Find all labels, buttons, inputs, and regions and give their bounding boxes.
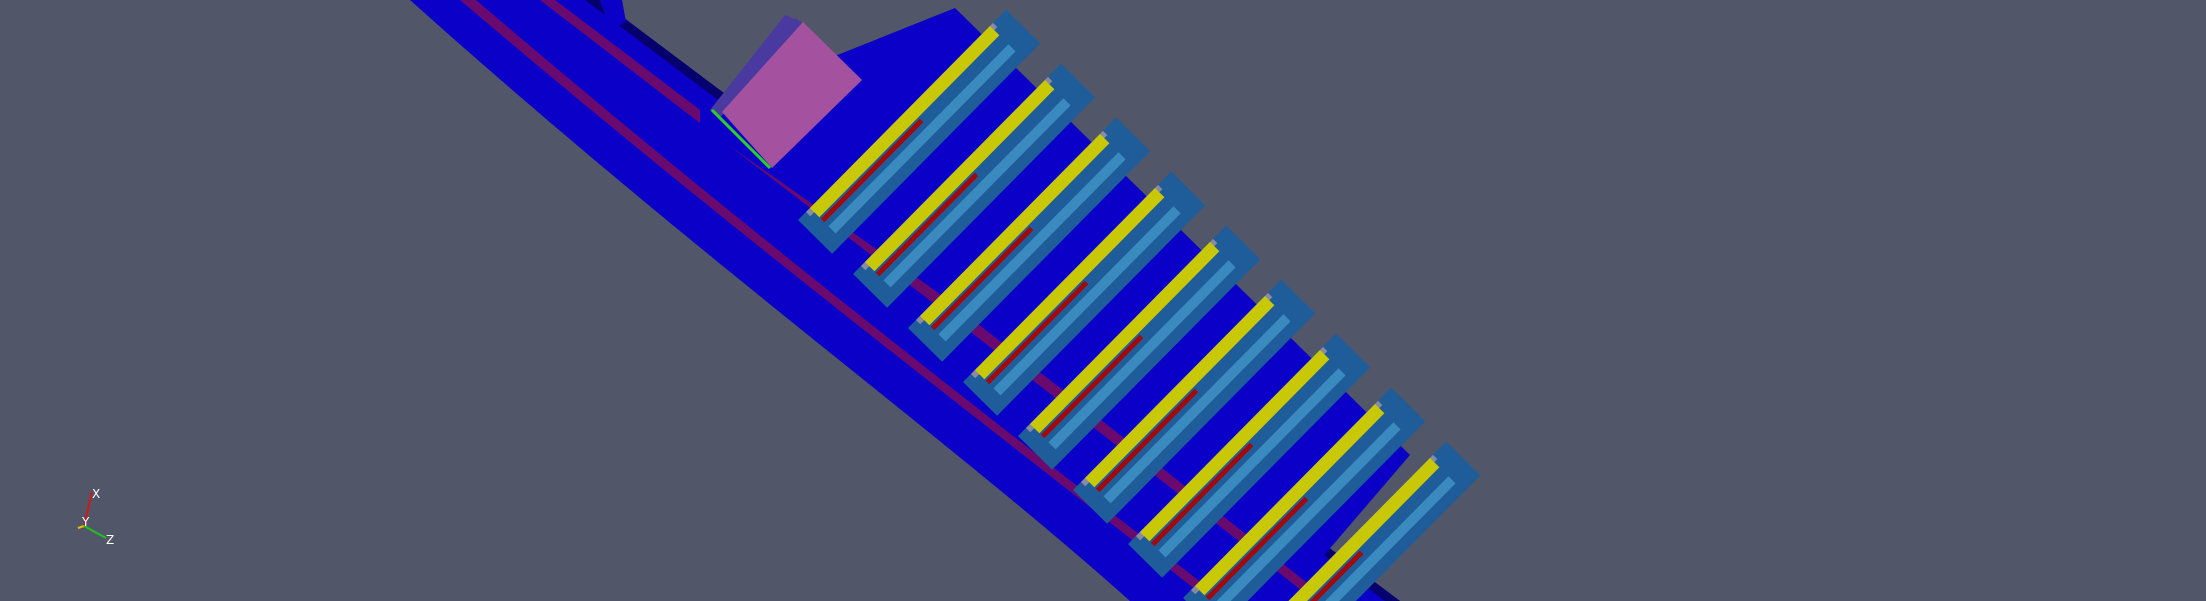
slat-light-strip (883, 98, 1071, 288)
frame-top-notch (600, 0, 626, 30)
slat-body (963, 171, 1206, 416)
slat-yellow-face (810, 26, 1000, 218)
slat-light-strip (938, 152, 1126, 342)
slat-light-strip (1103, 314, 1291, 504)
slat (1183, 387, 1426, 601)
slat-light-strip (828, 44, 1016, 234)
slat-red-strip (875, 172, 979, 277)
slat-light-strip (1325, 476, 1456, 601)
slat-light-strip (993, 206, 1181, 396)
slat (1018, 225, 1261, 470)
slat (798, 9, 1041, 254)
y-axis-line (77, 525, 85, 529)
slat-yellow-face (1030, 242, 1220, 434)
slat-body (908, 117, 1151, 362)
z-axis-line (83, 525, 107, 539)
x-axis-line (83, 491, 93, 527)
slat (1288, 441, 1481, 601)
slat-body (1128, 333, 1371, 578)
slat (1073, 279, 1316, 524)
slat-body (853, 63, 1096, 308)
slat (908, 117, 1151, 362)
x-axis-label: X (92, 487, 100, 501)
slat-body (798, 9, 1041, 254)
slat-body (1073, 279, 1316, 524)
slat-red-strip (820, 118, 924, 223)
slat (853, 63, 1096, 308)
slat-red-strip (1205, 496, 1309, 601)
slat-red-strip (1040, 334, 1144, 439)
slat-yellow-face (975, 188, 1165, 380)
slat-red-strip (1309, 550, 1364, 601)
slat-yellow-face (1195, 404, 1385, 596)
slat (963, 171, 1206, 416)
slat-red-strip (1150, 442, 1254, 547)
purple-block (710, 15, 862, 170)
slat-yellow-face (920, 134, 1110, 326)
orientation-axes-widget[interactable]: X Y Z (70, 480, 130, 550)
slat-light-strip (1048, 260, 1236, 450)
slat-light-strip (1158, 368, 1346, 558)
slat-yellow-face (865, 80, 1055, 272)
slat-red-strip (985, 280, 1089, 385)
slat-array (798, 9, 1481, 601)
slat-red-strip (1095, 388, 1199, 493)
y-axis-label: Y (81, 515, 90, 529)
slat-yellow-face (1140, 350, 1330, 542)
z-axis-label: Z (106, 533, 114, 547)
rail-stripe-outer (460, 0, 1225, 601)
slat-red-strip (930, 226, 1034, 331)
slat-body (1018, 225, 1261, 470)
slat (1128, 333, 1371, 578)
slat-yellow-face (1288, 458, 1440, 601)
slat-light-strip (1216, 422, 1401, 601)
purple-block-green-edge (710, 108, 772, 170)
slat-yellow-face (1085, 296, 1275, 488)
purple-block-face (722, 22, 862, 168)
purple-block-top (710, 15, 802, 118)
